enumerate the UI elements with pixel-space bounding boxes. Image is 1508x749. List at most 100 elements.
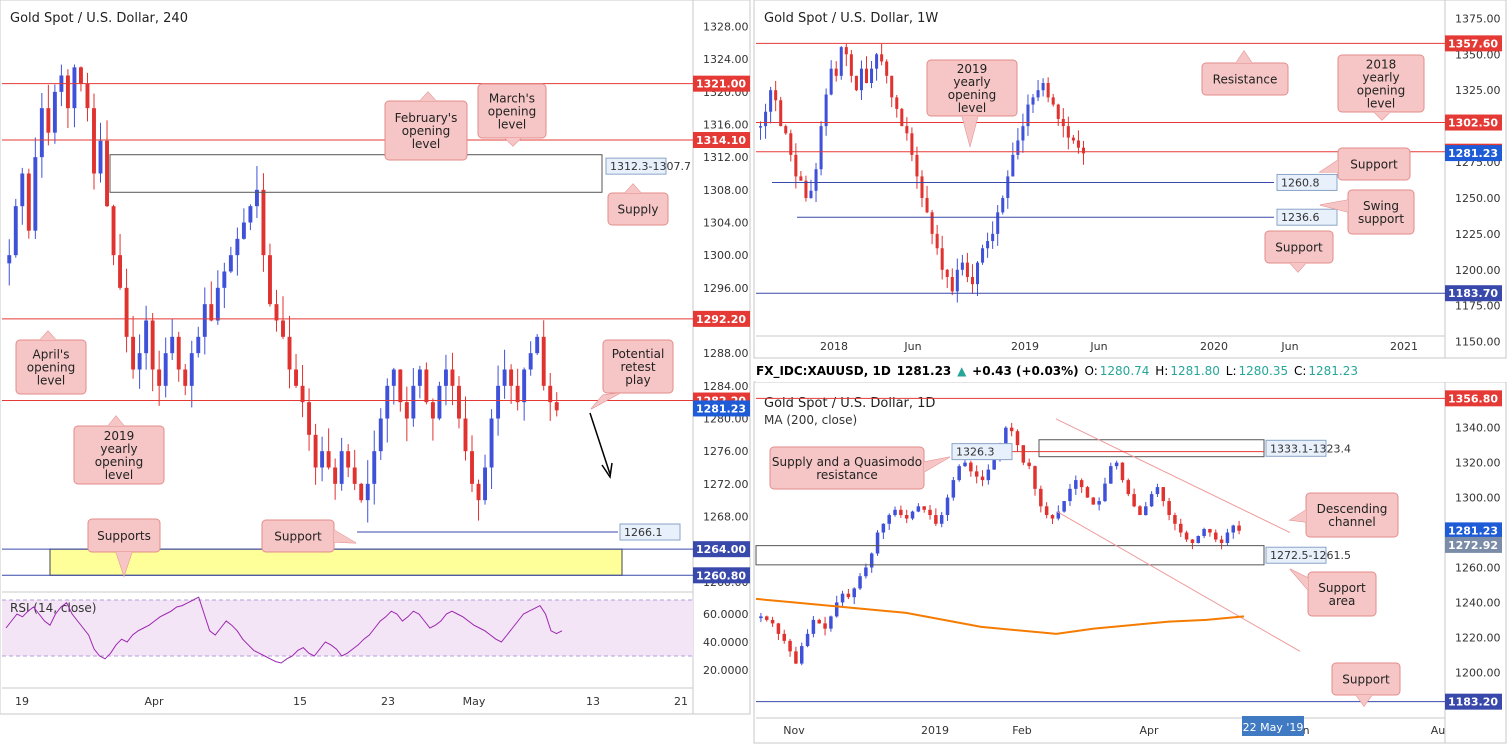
candle-body: [799, 646, 804, 664]
h4-level-tag-text: 1314.10: [696, 134, 746, 147]
candle-body: [404, 402, 409, 419]
candle-body: [176, 336, 181, 370]
h4-y-tick: 1284.00: [703, 380, 749, 393]
candle-body: [880, 54, 884, 62]
candle-body: [928, 509, 932, 516]
candle-body: [1021, 445, 1026, 463]
candle-body: [554, 402, 559, 411]
d1-note-support-pointer-fill: [1356, 695, 1372, 706]
candle-body: [779, 100, 783, 127]
candle-body: [261, 189, 266, 256]
candle-body: [794, 651, 798, 664]
candle-body: [1126, 480, 1131, 495]
d1-zone-label-supply-box-text: 1333.1-1323.4: [1270, 442, 1351, 455]
candle-body: [817, 619, 821, 624]
candle-body: [20, 173, 25, 207]
candle-body: [819, 126, 823, 170]
w1-level-tag-text: 1302.50: [1448, 117, 1498, 130]
candle-body: [118, 255, 123, 288]
candle-body: [105, 140, 109, 207]
d1-note-supply-text: Supply and a Quasimodo: [772, 455, 922, 469]
candle-body: [1015, 431, 1020, 446]
candle-body: [1179, 523, 1183, 533]
candle-body: [33, 157, 38, 231]
candle-body: [222, 271, 227, 288]
h4-supply-zone: [109, 154, 603, 193]
candle-body: [320, 451, 325, 468]
candle-body: [39, 108, 44, 158]
candle-body: [1155, 487, 1160, 495]
candle-body: [899, 509, 903, 516]
candle-body: [974, 471, 979, 477]
candle-body: [1039, 488, 1043, 507]
w1-note-swing-text: support: [1358, 212, 1404, 226]
candle-body: [870, 68, 874, 84]
candle-body: [854, 75, 858, 91]
candle-body: [890, 75, 894, 98]
rsi-label: RSI (14, close): [10, 601, 96, 615]
candle-body: [829, 616, 833, 629]
d1-channel-upper: [1055, 418, 1291, 533]
w1-x-tick: Jun: [1089, 340, 1107, 353]
candle-body: [92, 108, 96, 174]
w1-level-tag: [1445, 285, 1502, 302]
candle-body: [515, 385, 520, 403]
candle-body: [922, 506, 926, 510]
d1-resistance-label-box-text: 1326.3: [956, 446, 995, 459]
w1-note-2018-text: opening: [1357, 84, 1406, 98]
d1-last-price-tag: [1445, 522, 1502, 539]
w1-note-resistance-pointer-fill: [1236, 51, 1252, 63]
h4-note-supply-text: Supply: [618, 203, 659, 217]
candle-body: [359, 483, 364, 501]
w1-note-2018-text: 2018: [1366, 58, 1397, 72]
candle-body: [839, 47, 843, 76]
candle-body: [814, 169, 818, 191]
h4-level-tag: [693, 310, 750, 327]
candle-body: [313, 434, 318, 468]
candle-body: [300, 385, 305, 403]
d1-x-tick: Apr: [1139, 724, 1159, 737]
candle-body: [183, 369, 188, 386]
candle-body: [1062, 501, 1066, 512]
w1-level-tag-text: 1183.70: [1448, 287, 1498, 300]
candle-body: [981, 248, 985, 263]
candle-body: [858, 576, 862, 589]
w1-x-tick: 2020: [1200, 340, 1228, 353]
d1-level-tag-text: 1356.80: [1448, 392, 1498, 405]
candle-body: [840, 593, 845, 603]
ohlc-symbol: FX_IDC:XAUUSD, 1D: [756, 364, 891, 378]
h4-y-tick: 1328.00: [703, 21, 749, 34]
d1-ma-value-tag-text: 1272.92: [1448, 539, 1498, 552]
h4-x-tick: May: [463, 695, 486, 708]
candle-body: [992, 459, 996, 470]
candle-body: [1011, 154, 1015, 177]
w1-note-resistance-text: Resistance: [1213, 73, 1278, 87]
h4-level-tag-text: 1260.80: [696, 569, 746, 582]
ohlc-h-label: H:: [1155, 364, 1169, 378]
candle-body: [333, 467, 338, 484]
candle-body: [254, 189, 259, 207]
panel-w1-candles: [759, 43, 1085, 303]
candle-body: [824, 94, 828, 127]
h4-x-tick: 21: [674, 695, 688, 708]
h4-note-feb-text: level: [412, 137, 441, 151]
h4-x-tick: 19: [15, 695, 29, 708]
d1-date-tag: [1242, 716, 1304, 736]
h4-note-support-pointer-fill: [334, 530, 356, 543]
candle-body: [52, 91, 57, 133]
candle-body: [163, 353, 168, 386]
h4-note-retest-text: retest: [620, 360, 655, 374]
candle-body: [339, 451, 344, 484]
candle-body: [1066, 126, 1070, 138]
candle-body: [1056, 104, 1060, 119]
h4-y-tick: 1308.00: [703, 184, 749, 197]
d1-note-supply-text: resistance: [816, 468, 878, 482]
candle-body: [450, 369, 455, 386]
ohlc-close: 1281.23: [1308, 364, 1358, 378]
d1-note-channel-text: channel: [1328, 515, 1375, 529]
candle-body: [268, 255, 272, 305]
candle-body: [1051, 97, 1055, 105]
h4-x-tick: Apr: [144, 695, 164, 708]
candle-body: [1114, 462, 1119, 467]
